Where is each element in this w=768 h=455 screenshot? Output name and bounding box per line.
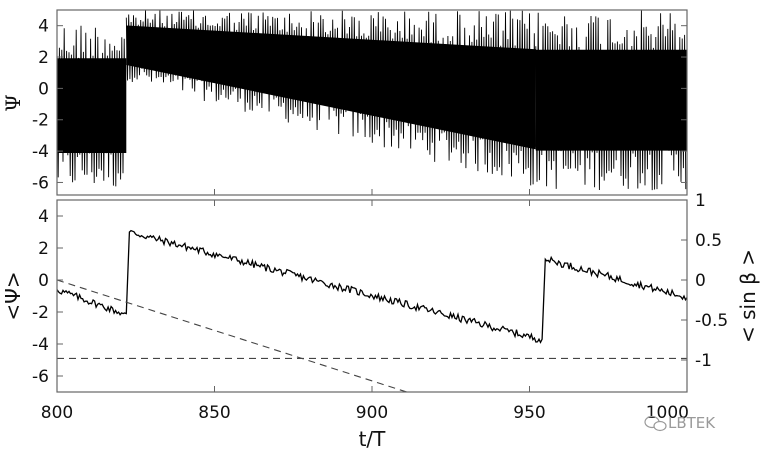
watermark-text: LBTEK [668,414,716,432]
bottom-ytick-label: -6 [32,367,49,387]
top-ytick-label: -2 [32,111,49,131]
bottom-ytick-label: -4 [32,335,49,355]
bottom-x-ticks: 800 850 900 950 1000 [41,200,689,423]
top-signal-band [56,10,687,191]
top-ytick-label: 0 [38,79,49,99]
x-axis-label: t/T [359,427,387,451]
top-panel: 4 2 0 -2 -4 -6 Ψ [1,9,688,196]
top-ytick-label: 2 [38,48,49,68]
bottom-ytick-label: -2 [32,303,49,323]
watermark: LBTEK [644,414,716,432]
bottom-y-axis-label: <Ψ> [1,271,25,320]
top-y-axis-label: Ψ [1,94,25,112]
bottom-y2-ticks: 1 0.5 0 -0.5 -1 [681,191,728,371]
top-ytick-label: -6 [32,173,49,193]
bottom-xtick-label: 850 [198,403,230,423]
bottom-panel: 420-2-4-6 10.50-0.5-1 800 850 900 950 1000 t… [1,191,760,451]
mean-psi-line [56,229,688,344]
dashed-sloped-line [56,279,407,393]
wechat-icon [644,415,667,432]
bottom-y2tick-label: -0.5 [695,311,728,331]
bottom-y2tick-label: 0 [695,271,706,291]
bottom-y2tick-label: -1 [695,351,712,371]
bottom-y2tick-label: 1 [695,191,706,211]
bottom-xtick-label: 900 [356,403,388,423]
bottom-y-ticks: 4 2 0 -2 -4 -6 [32,207,63,387]
bottom-ytick-label: 2 [38,239,49,259]
top-signal-core-1 [126,25,536,150]
top-ytick-label: -4 [32,142,49,162]
top-signal-core-2 [535,49,687,151]
top-ytick-label: 4 [38,17,49,37]
bottom-xtick-label: 800 [41,403,73,423]
top-y-ticks: 4 2 0 -2 -4 -6 [32,17,688,195]
bottom-y2tick-label: 0.5 [695,231,722,251]
bottom-ytick-label: 4 [38,207,49,227]
bottom-ytick-label: 0 [38,271,49,291]
bottom-y2-axis-label: < sin β > [736,249,760,343]
bottom-series [56,229,688,393]
top-signal-core-0 [57,58,127,154]
bottom-xtick-label: 950 [513,403,545,423]
